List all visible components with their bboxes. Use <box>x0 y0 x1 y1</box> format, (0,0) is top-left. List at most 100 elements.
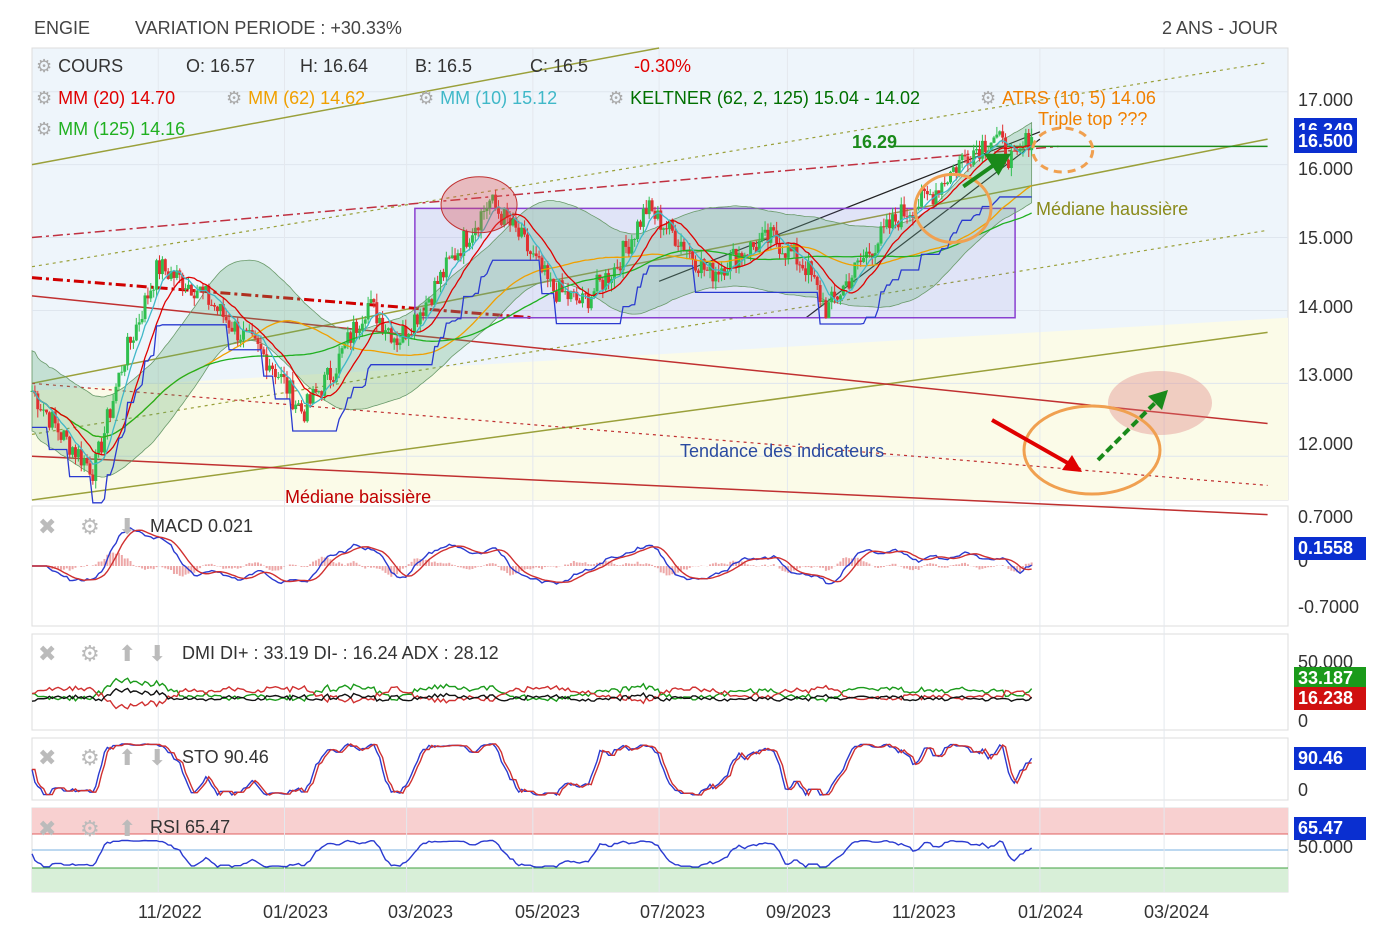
candle-body <box>105 409 109 434</box>
legend-change: -0.30% <box>634 56 692 76</box>
candle-body <box>560 280 564 293</box>
candle-body <box>227 320 231 328</box>
candle-body <box>439 271 443 284</box>
triple-top-circle <box>1031 126 1095 174</box>
macd-histogram-bar <box>923 565 926 566</box>
legend-mm62[interactable]: ⚙ MM (62) 14.62 <box>226 88 366 108</box>
macd-histogram-bar <box>920 566 923 568</box>
macd-histogram-bar <box>990 566 993 568</box>
macd-histogram-bar <box>135 566 138 567</box>
candle-body <box>905 216 909 218</box>
arrow-down-icon[interactable]: ⬇ <box>148 641 167 666</box>
candle-body <box>856 260 860 263</box>
macd-histogram-bar <box>842 558 845 566</box>
macd-histogram-bar <box>761 565 764 566</box>
candle-body <box>589 296 593 309</box>
candle-body <box>525 234 529 252</box>
candle-body <box>305 394 309 422</box>
candle-body <box>337 353 341 374</box>
candle-body <box>662 228 666 230</box>
period-selector[interactable]: 2 ANS - JOUR <box>1162 18 1279 38</box>
legend-close: C: 16.5 <box>530 56 589 76</box>
close-icon[interactable]: ✖ <box>38 514 57 539</box>
candle-body <box>650 200 654 211</box>
close-icon[interactable]: ✖ <box>38 745 57 770</box>
macd-histogram-bar <box>764 564 767 566</box>
candle-body <box>925 190 929 195</box>
macd-histogram-bar <box>280 566 283 570</box>
macd-histogram-bar <box>853 557 856 566</box>
macd-histogram-bar <box>772 564 775 566</box>
gear-icon[interactable]: ⚙ <box>608 88 625 108</box>
macd-histogram-bar <box>737 562 740 566</box>
arrow-up-icon[interactable]: ⬆ <box>118 816 137 841</box>
candle-body <box>523 227 527 235</box>
gear-icon[interactable]: ⚙ <box>80 514 100 539</box>
candle-body <box>491 194 495 201</box>
gear-icon[interactable]: ⚙ <box>226 88 243 108</box>
candle-body <box>986 150 990 153</box>
macd-histogram-bar <box>427 559 430 566</box>
candle-body <box>882 226 886 228</box>
macd-title: MACD 0.021 <box>150 516 254 536</box>
arrow-up-icon[interactable]: ⬆ <box>118 745 137 770</box>
candle-body <box>520 227 524 237</box>
level-label: 16.29 <box>852 132 898 152</box>
candle-body <box>1012 150 1016 152</box>
candle-body <box>809 261 813 276</box>
candle-body <box>844 281 848 286</box>
candle-body <box>126 336 130 366</box>
gear-icon[interactable]: ⚙ <box>80 816 100 841</box>
channel-lower <box>31 331 1268 501</box>
macd-histogram-bar <box>888 564 891 566</box>
legend-mm10[interactable]: ⚙ MM (10) 15.12 <box>418 88 558 108</box>
legend-cours[interactable]: ⚙ COURS <box>36 56 124 76</box>
macd-histogram-bar <box>288 564 291 566</box>
gear-icon[interactable]: ⚙ <box>80 641 100 666</box>
legend-mm125[interactable]: ⚙ MM (125) 14.16 <box>36 119 186 139</box>
macd-histogram-bar <box>798 566 801 569</box>
candle-body <box>859 260 863 262</box>
macd-histogram-bar <box>552 566 555 567</box>
candle-body <box>314 389 318 393</box>
macd-histogram-bar <box>97 561 100 566</box>
gear-icon[interactable]: ⚙ <box>418 88 435 108</box>
macd-histogram-bar <box>439 562 442 566</box>
arrow-up-icon[interactable]: ⬆ <box>118 641 137 666</box>
macd-histogram-bar <box>422 559 425 566</box>
arrow-down-icon[interactable]: ⬇ <box>148 745 167 770</box>
arrow-down-icon[interactable]: ⬇ <box>118 514 137 539</box>
price-tick: 14.000 <box>1298 297 1354 317</box>
candle-body <box>766 229 770 243</box>
candle-body <box>82 458 86 466</box>
macd-histogram-bar <box>384 566 387 573</box>
sto-tag: 90.46 <box>1294 747 1366 770</box>
candle-body <box>528 251 532 254</box>
gear-icon[interactable]: ⚙ <box>80 745 100 770</box>
gear-icon[interactable]: ⚙ <box>36 88 53 108</box>
macd-histogram-bar <box>723 563 726 566</box>
candle-body <box>357 330 361 333</box>
macd-histogram-bar <box>726 564 729 566</box>
legend-low: B: 16.5 <box>415 56 473 76</box>
gear-icon[interactable]: ⚙ <box>36 56 53 76</box>
macd-histogram-bar <box>966 564 969 566</box>
macd-histogram-bar <box>497 566 500 567</box>
legend-keltner[interactable]: ⚙ KELTNER (62, 2, 125) 15.04 - 14.02 <box>608 88 920 108</box>
macd-histogram-bar <box>112 552 115 566</box>
candle-body <box>685 250 689 252</box>
close-icon[interactable]: ✖ <box>38 641 57 666</box>
macd-histogram-bar <box>827 566 830 571</box>
macd-histogram-bar <box>477 566 480 567</box>
gear-icon[interactable]: ⚙ <box>980 88 997 108</box>
close-icon[interactable]: ✖ <box>38 816 57 841</box>
macd-histogram-bar <box>963 562 966 566</box>
legend-atrs[interactable]: ⚙ ATRS (10, 5) 14.06 <box>980 88 1156 108</box>
candle-body <box>772 227 776 231</box>
candle-body <box>294 404 298 410</box>
legend-mm20[interactable]: ⚙ MM (20) 14.70 <box>36 88 176 108</box>
candle-body <box>270 365 274 369</box>
macd-histogram-bar <box>943 566 946 568</box>
gear-icon[interactable]: ⚙ <box>36 119 53 139</box>
